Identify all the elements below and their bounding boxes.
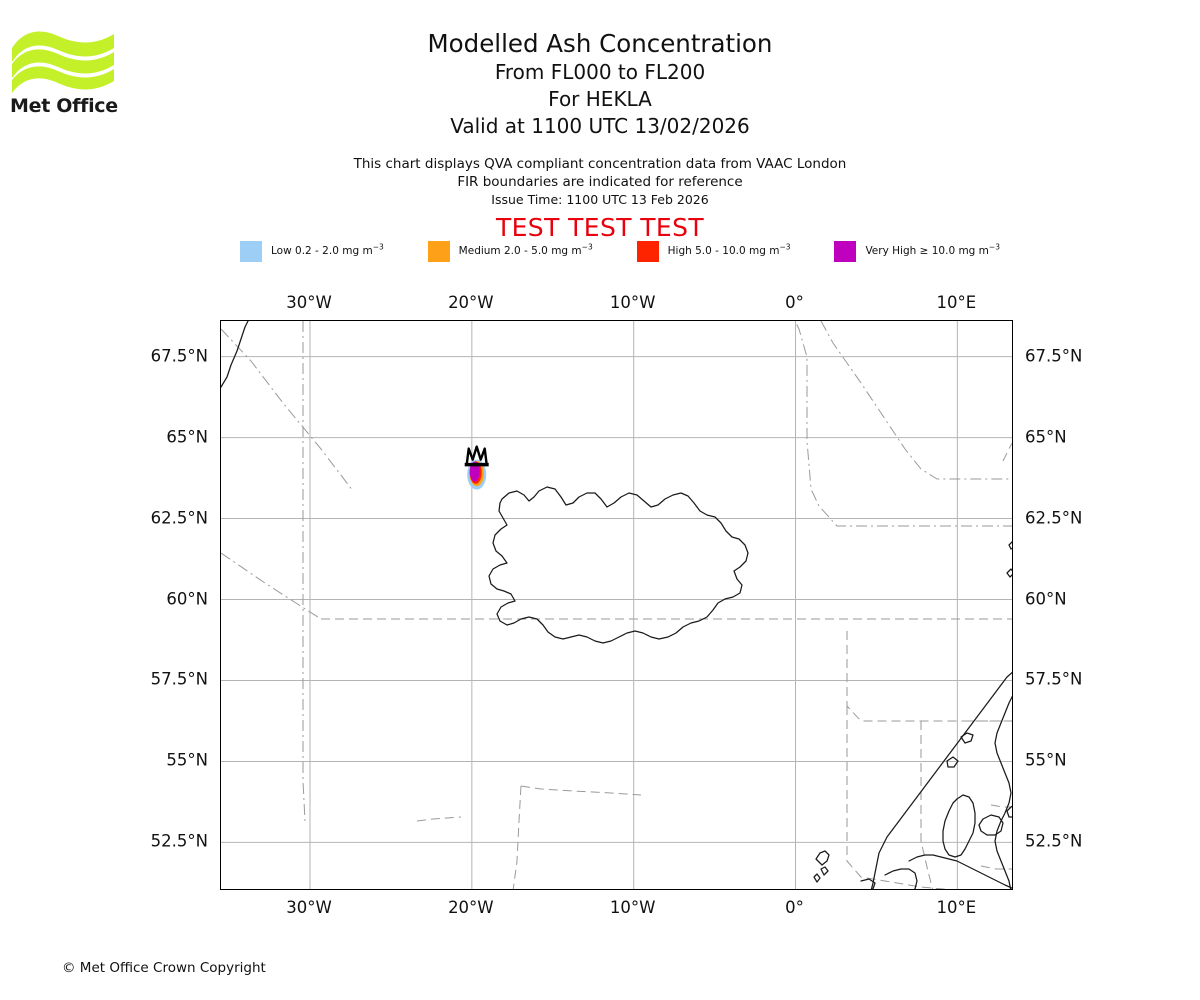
lon-tick-top-30°W: 30°W — [286, 293, 332, 312]
legend-item-low: Low 0.2 - 2.0 mg m−3 — [240, 240, 384, 262]
plume-contour-very-high — [469, 461, 480, 482]
test-banner: TEST TEST TEST — [495, 213, 705, 242]
lat-tick-right-57.5°N: 57.5°N — [1025, 669, 1083, 689]
volcano-marker-hekla — [464, 445, 489, 467]
chart-subtitle-block: This chart displays QVA compliant concen… — [130, 156, 1070, 209]
coastlines — [221, 321, 1012, 889]
lat-tick-right-62.5°N: 62.5°N — [1025, 508, 1083, 528]
title-flight-levels: From FL000 to FL200 — [494, 60, 706, 84]
lon-tick-bottom-30°W: 30°W — [286, 898, 332, 917]
lat-tick-right-60°N: 60°N — [1025, 589, 1067, 609]
lat-tick-left-62.5°N: 62.5°N — [150, 508, 208, 528]
lon-tick-top-10°W: 10°W — [609, 293, 656, 312]
lat-tick-right-65°N: 65°N — [1025, 427, 1067, 447]
met-office-logo-text: Met Office — [10, 95, 118, 117]
lon-tick-bottom-20°W: 20°W — [448, 898, 494, 917]
copyright-notice: © Met Office Crown Copyright — [62, 960, 266, 976]
map-gridlines — [221, 321, 1012, 889]
lat-tick-left-55°N: 55°N — [166, 750, 208, 770]
legend-label-very-high: Very High ≥ 10.0 mg m−3 — [865, 242, 1000, 257]
subtitle-fir-note: FIR boundaries are indicated for referen… — [457, 173, 743, 190]
lat-tick-left-60°N: 60°N — [166, 589, 208, 609]
legend-swatch-low — [240, 240, 262, 262]
lon-tick-top-20°W: 20°W — [448, 293, 494, 312]
lat-tick-right-52.5°N: 52.5°N — [1025, 831, 1083, 851]
ash-plume — [467, 459, 487, 490]
lat-tick-right-67.5°N: 67.5°N — [1025, 346, 1083, 366]
lat-tick-right-55°N: 55°N — [1025, 750, 1067, 770]
legend-label-high: High 5.0 - 10.0 mg m−3 — [667, 242, 791, 257]
legend-swatch-medium — [427, 240, 450, 262]
title-volcano: For HEKLA — [548, 87, 652, 111]
lon-tick-bottom-10°W: 10°W — [609, 898, 656, 917]
subtitle-issue-time: Issue Time: 1100 UTC 13 Feb 2026 — [491, 192, 709, 207]
lat-tick-left-57.5°N: 57.5°N — [150, 669, 208, 689]
title-valid-time: Valid at 1100 UTC 13/02/2026 — [450, 114, 750, 138]
concentration-legend: Low 0.2 - 2.0 mg m−3 Medium 2.0 - 5.0 mg… — [240, 240, 1000, 262]
legend-label-medium: Medium 2.0 - 5.0 mg m−3 — [458, 242, 593, 257]
lat-tick-left-52.5°N: 52.5°N — [150, 831, 208, 851]
legend-item-high: High 5.0 - 10.0 mg m−3 — [636, 240, 791, 262]
met-office-logo: Met Office — [10, 22, 120, 117]
lon-tick-bottom-0°: 0° — [785, 898, 804, 917]
fir-boundaries — [221, 321, 1012, 889]
lat-tick-left-67.5°N: 67.5°N — [150, 346, 208, 366]
legend-swatch-high — [636, 240, 659, 262]
lon-tick-top-10°E: 10°E — [936, 293, 977, 312]
subtitle-qva-note: This chart displays QVA compliant concen… — [353, 156, 847, 172]
lon-tick-top-0°: 0° — [785, 293, 804, 312]
page-title: Modelled Ash Concentration — [427, 29, 773, 58]
legend-item-medium: Medium 2.0 - 5.0 mg m−3 — [427, 240, 593, 262]
legend-swatch-very-high — [834, 240, 857, 262]
map-canvas — [221, 321, 1012, 889]
lon-tick-bottom-10°E: 10°E — [936, 898, 977, 917]
map-plot-frame — [220, 320, 1013, 890]
ash-concentration-map: 30°W 30°W 20°W 20°W 10°W 10°W 0° 0° 10°E 10°E 67.5… — [151, 293, 1083, 917]
met-office-logo-waves — [12, 31, 114, 93]
chart-title-block: Modelled Ash Concentration From FL000 to… — [130, 28, 1070, 140]
legend-label-low: Low 0.2 - 2.0 mg m−3 — [271, 242, 384, 257]
legend-item-very-high: Very High ≥ 10.0 mg m−3 — [834, 240, 1000, 262]
lat-tick-left-65°N: 65°N — [166, 427, 208, 447]
